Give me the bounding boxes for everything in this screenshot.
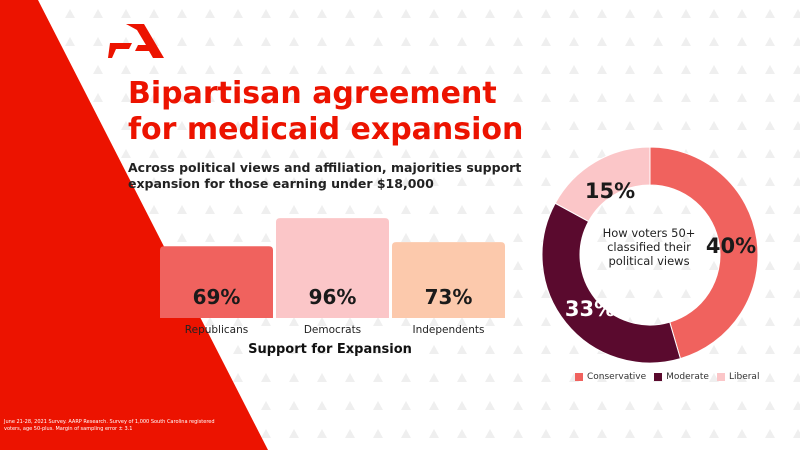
legend-item-liberal: Liberal — [716, 372, 760, 382]
red-diagonal-band — [0, 0, 268, 450]
donut-value-label: 40% — [706, 234, 756, 258]
legend-label: Liberal — [728, 372, 760, 382]
donut-center-label: How voters 50+ classified their politica… — [602, 226, 696, 268]
donut-slice-conservative — [649, 146, 759, 360]
page-subtitle: Across political views and affiliation, … — [128, 160, 522, 191]
donut-value-label: 15% — [585, 179, 635, 203]
legend-item-moderate: Moderate — [654, 372, 709, 382]
legend-swatch-liberal — [716, 373, 725, 381]
donut-slice-moderate — [541, 202, 682, 364]
legend-item-conservative: Conservative — [575, 372, 646, 382]
legend-label: Moderate — [666, 372, 709, 382]
legend-label: Conservative — [587, 372, 647, 382]
donut-value-label: 33% — [565, 297, 615, 321]
bar-category-label: Independents — [412, 324, 484, 336]
bar-chart-axis-title: Support for Expansion — [248, 342, 412, 357]
bar-category-label: Republicans — [185, 324, 248, 336]
legend-swatch-moderate — [654, 373, 663, 381]
bar-value-label: 73% — [425, 285, 473, 309]
donut-slice-liberal — [554, 146, 651, 223]
bar-independents — [392, 242, 505, 318]
bar-category-label: Democrats — [304, 324, 361, 336]
bar-value-label: 69% — [193, 285, 241, 309]
page-title: Bipartisan agreement for medicaid expans… — [128, 76, 524, 147]
bar-value-label: 96% — [309, 285, 357, 309]
bar-republicans — [160, 246, 273, 318]
source-footnote: June 21-28, 2021 Survey. AARP Research. … — [4, 419, 215, 432]
legend-swatch-conservative — [575, 373, 583, 381]
bar-democrats — [276, 218, 389, 318]
donut-legend: Conservative Moderate Liberal — [575, 372, 767, 382]
aarp-a-logo-icon — [108, 24, 164, 58]
